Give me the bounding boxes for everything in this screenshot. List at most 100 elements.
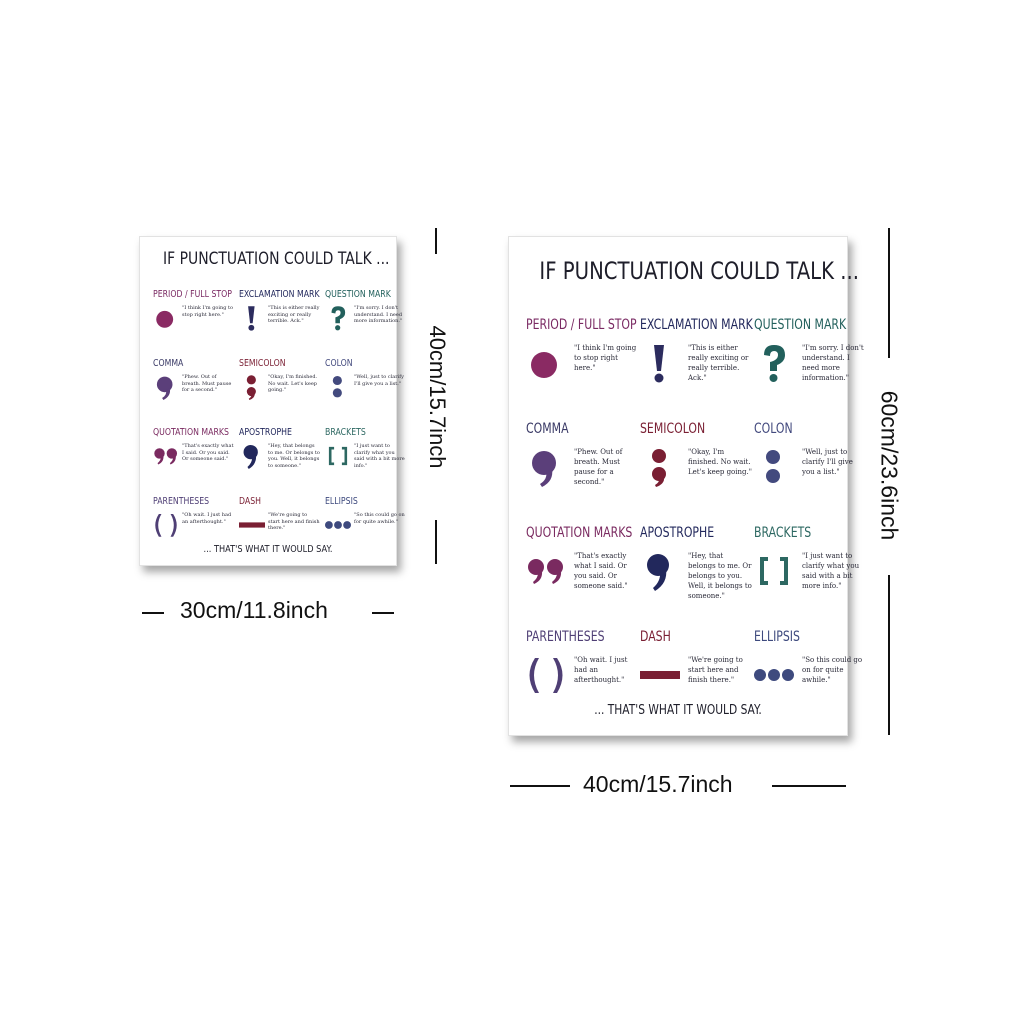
apostrophe-icon — [647, 554, 669, 591]
punctuation-card: SEMICOLON "Okay, I'm finished. No wait. L… — [239, 358, 325, 427]
symbol — [640, 447, 680, 492]
dash-icon — [239, 522, 265, 528]
punctuation-name: QUESTION MARK — [754, 317, 847, 333]
poster-small: IF PUNCTUATION COULD TALK ... PERIOD / F… — [139, 236, 405, 566]
punctuation-card: DASH "We're going to start here and finis… — [239, 496, 325, 565]
punctuation-quote: "I'm sorry. I don't understand. I need m… — [802, 344, 864, 382]
height-line-top-small — [435, 228, 437, 254]
symbol — [325, 374, 351, 405]
punctuation-quote: "Well, just to clarify I'll give you a l… — [802, 448, 853, 476]
punctuation-quote: "I'm sorry. I don't understand. I need m… — [354, 305, 403, 324]
symbol — [526, 447, 566, 492]
punctuation-card: APOSTROPHE "Hey, that belongs to me. Or b… — [640, 525, 754, 629]
period-icon — [531, 352, 557, 378]
width-line-left-small — [142, 612, 164, 614]
symbol — [153, 305, 179, 336]
punctuation-card: QUOTATION MARKS "That's exactly what I sa… — [153, 427, 239, 496]
poster-footer: ... THAT'S WHAT IT WOULD SAY. — [203, 544, 333, 555]
punctuation-name: SEMICOLON — [239, 358, 286, 369]
punctuation-card: QUESTION MARK "I'm sorry. I don't underst… — [325, 289, 411, 358]
symbol — [754, 343, 794, 388]
punctuation-name: APOSTROPHE — [640, 525, 715, 541]
punctuation-name: QUESTION MARK — [325, 289, 391, 300]
punctuation-quote: "We're going to start here and finish th… — [688, 656, 743, 684]
punctuation-card: PARENTHESES "Oh wait. I just had an after… — [153, 496, 239, 565]
height-label-large: 60cm/23.6inch — [876, 390, 903, 541]
dash-icon — [640, 671, 680, 679]
parentheses-icon — [155, 513, 177, 537]
comma-icon — [532, 451, 556, 487]
punctuation-name: BRACKETS — [325, 427, 366, 438]
height-label-small: 40cm/15.7inch — [425, 325, 450, 469]
punctuation-card: COLON "Well, just to clarify I'll give yo… — [754, 421, 868, 525]
symbol — [153, 512, 179, 543]
symbol — [239, 305, 265, 336]
punctuation-quote: "Well, just to clarify I'll give you a l… — [354, 374, 404, 387]
punctuation-name: DASH — [640, 629, 671, 645]
punctuation-name: COLON — [325, 358, 353, 369]
punctuation-card: EXCLAMATION MARK "This is either really e… — [239, 289, 325, 358]
punctuation-quote: "Phew. Out of breath. Must pause for a s… — [574, 448, 623, 486]
punctuation-card: ELLIPSIS "So this could go on for quite a… — [754, 629, 868, 733]
width-label-small: 30cm/11.8inch — [180, 597, 328, 623]
width-line-left-large — [510, 785, 570, 787]
punctuation-card: QUESTION MARK "I'm sorry. I don't underst… — [754, 317, 868, 421]
symbol — [526, 655, 566, 700]
symbol — [640, 551, 680, 596]
height-line-bottom-large — [888, 575, 890, 735]
punctuation-name: SEMICOLON — [640, 421, 706, 437]
punctuation-name: QUOTATION MARKS — [526, 525, 633, 541]
symbol — [640, 343, 680, 388]
punctuation-card: ELLIPSIS "So this could go on for quite a… — [325, 496, 411, 565]
punctuation-name: PERIOD / FULL STOP — [153, 289, 233, 300]
punctuation-name: DASH — [239, 496, 262, 507]
symbol — [239, 443, 265, 474]
punctuation-quote: "I think I'm going to stop right here." — [182, 305, 234, 318]
height-line-top-large — [888, 228, 890, 358]
punctuation-name: ELLIPSIS — [754, 629, 800, 645]
symbol — [754, 447, 794, 492]
width-line-right-small — [372, 612, 394, 614]
symbol — [754, 655, 794, 700]
symbol — [153, 374, 179, 405]
semicolon-icon — [652, 449, 666, 487]
symbol — [325, 305, 351, 336]
symbol — [526, 551, 566, 596]
brackets-icon — [328, 446, 348, 466]
symbol — [754, 551, 794, 596]
punctuation-card: COMMA "Phew. Out of breath. Must pause fo… — [526, 421, 640, 525]
poster-large: IF PUNCTUATION COULD TALK ... PERIOD / F… — [508, 236, 864, 736]
punctuation-name: COLON — [754, 421, 793, 437]
punctuation-quote: "Okay, I'm finished. No wait. Let's keep… — [268, 374, 318, 393]
punctuation-quote: "Hey, that belongs to me. Or belongs to … — [688, 552, 752, 600]
punctuation-quote: "Phew. Out of breath. Must pause for a s… — [182, 374, 232, 393]
punctuation-card: COMMA "Phew. Out of breath. Must pause fo… — [153, 358, 239, 427]
poster-title: IF PUNCTUATION COULD TALK ... — [163, 249, 390, 269]
punctuation-quote: "That's exactly what I said. Or you said… — [182, 443, 234, 462]
ellipsis-icon — [754, 669, 794, 681]
punctuation-quote: "Okay, I'm finished. No wait. Let's keep… — [688, 448, 752, 476]
brackets-icon — [760, 557, 788, 585]
punctuation-name: COMMA — [153, 358, 184, 369]
poster-title: IF PUNCTUATION COULD TALK ... — [539, 257, 860, 285]
punctuation-name: APOSTROPHE — [239, 427, 292, 438]
symbol — [325, 443, 351, 474]
punctuation-quote: "This is either really exciting or reall… — [268, 305, 320, 324]
punctuation-card: APOSTROPHE "Hey, that belongs to me. Or b… — [239, 427, 325, 496]
punctuation-name: COMMA — [526, 421, 569, 437]
punctuation-quote: "So this could go on for quite awhile." — [354, 512, 405, 525]
punctuation-card: PERIOD / FULL STOP "I think I'm going to … — [153, 289, 239, 358]
punctuation-quote: "I just want to clarify what you said wi… — [354, 443, 405, 469]
punctuation-card: DASH "We're going to start here and finis… — [640, 629, 754, 733]
punctuation-quote: "That's exactly what I said. Or you said… — [574, 552, 628, 590]
punctuation-quote: "We're going to start here and finish th… — [268, 512, 320, 531]
symbol — [640, 655, 680, 700]
comma-icon — [156, 376, 173, 400]
width-label-large: 40cm/15.7inch — [583, 771, 733, 797]
punctuation-card: PERIOD / FULL STOP "I think I'm going to … — [526, 317, 640, 421]
punctuation-name: EXCLAMATION MARK — [239, 289, 320, 300]
symbol — [325, 512, 351, 543]
punctuation-quote: "Oh wait. I just had an afterthought." — [182, 512, 232, 525]
punctuation-card: COLON "Well, just to clarify I'll give yo… — [325, 358, 411, 427]
punctuation-quote: "This is either really exciting or reall… — [688, 344, 749, 382]
